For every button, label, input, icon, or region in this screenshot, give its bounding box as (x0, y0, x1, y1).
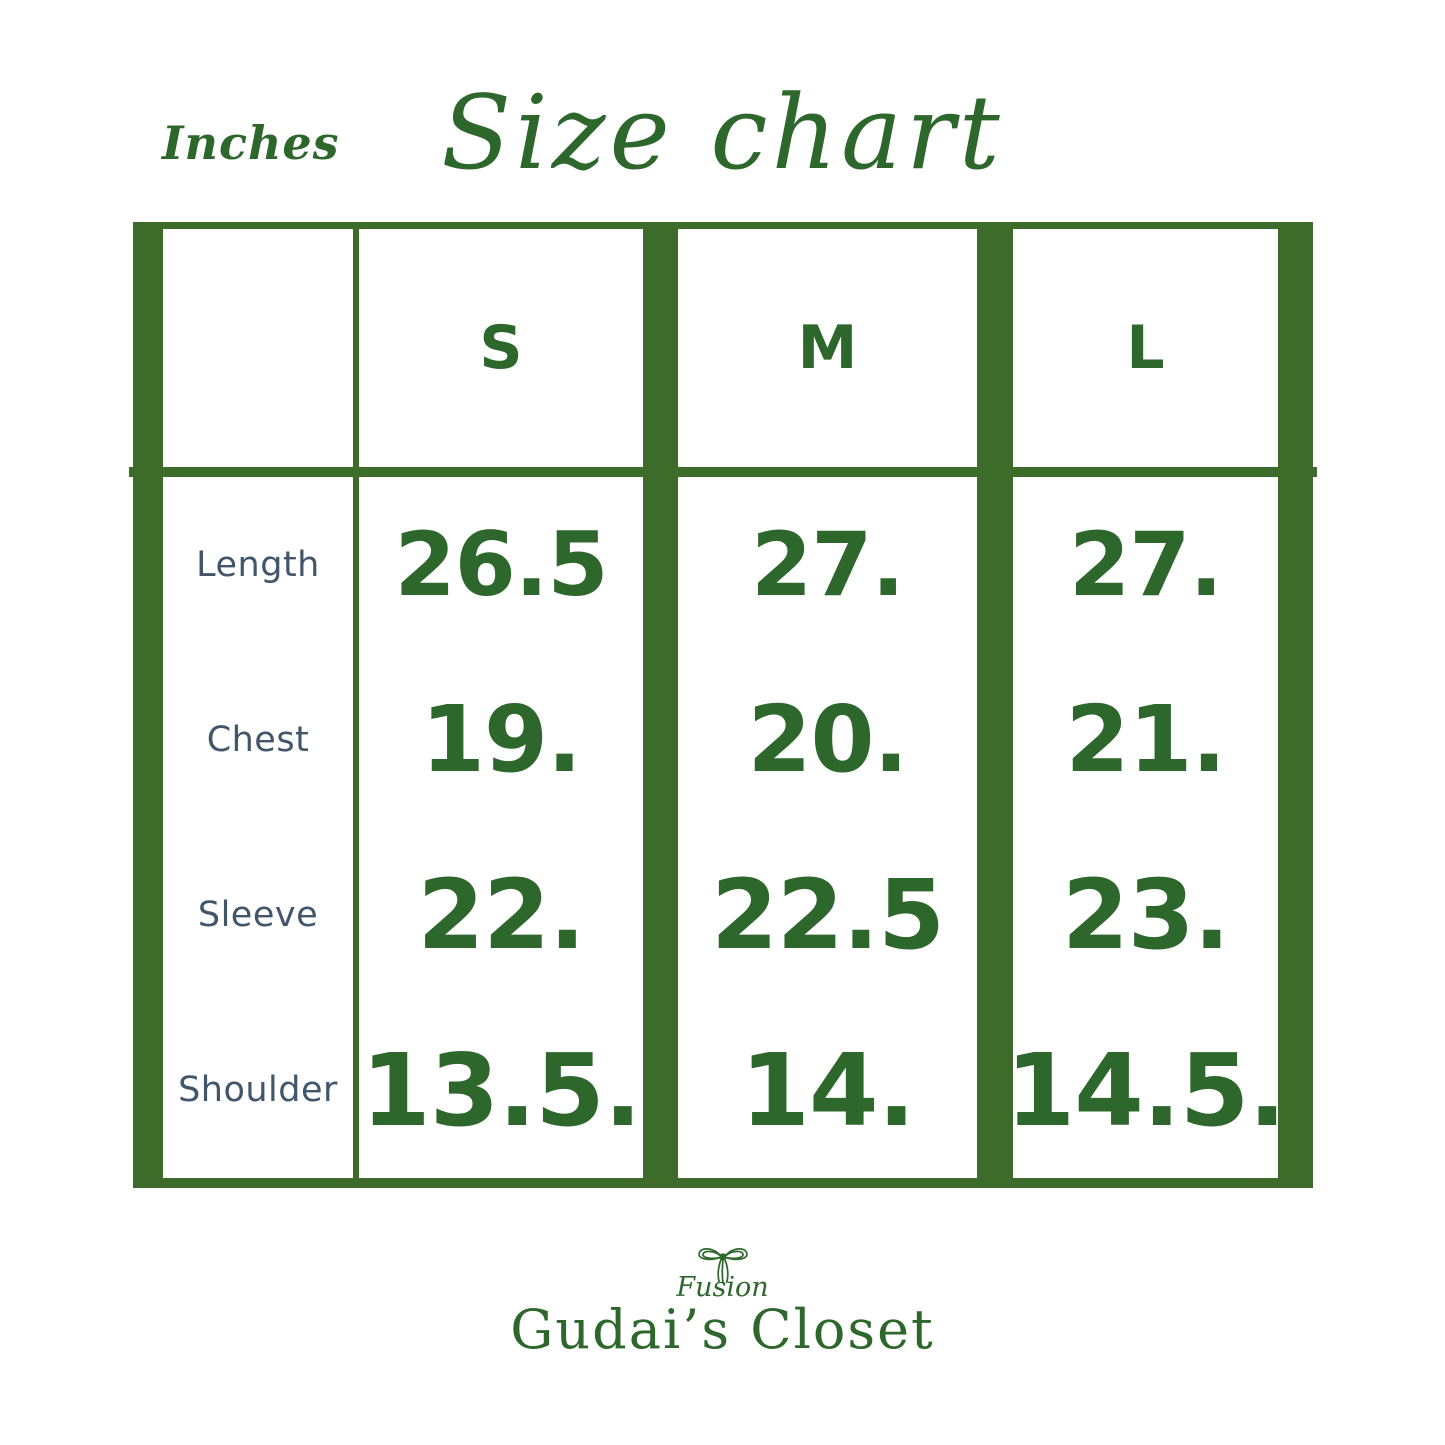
row-label-shoulder: Shoulder (178, 1070, 338, 1110)
row-label-length: Length (196, 544, 320, 585)
cell-length-m: 27. (751, 513, 905, 616)
cell-chest-s: 19. (421, 686, 582, 793)
cell-sleeve-s: 22. (417, 858, 585, 971)
cell-sleeve-l: 23. (1061, 858, 1230, 971)
table-right-border (1278, 222, 1313, 1188)
divider-s-m (643, 222, 678, 1188)
size-header-m: M (797, 313, 858, 383)
row-label-sleeve: Sleeve (197, 894, 319, 935)
table-top-border (133, 222, 1313, 229)
cell-sleeve-m: 22.5 (711, 858, 945, 971)
cell-chest-l: 21. (1065, 686, 1227, 793)
cell-shoulder-s: 13.5. (361, 1031, 642, 1149)
size-table: S M L Length 26.5 27. 27. Chest 19. 20. … (129, 222, 1317, 1188)
cell-shoulder-l: 14.5. (1005, 1031, 1287, 1149)
page-title: Size chart (441, 74, 1004, 193)
bow-ribbon-icon (697, 1248, 748, 1284)
label-column-divider (353, 222, 359, 1188)
cell-chest-m: 20. (747, 686, 909, 793)
row-label-chest: Chest (206, 719, 310, 760)
brand-name: Gudai’s Closet (510, 1298, 935, 1361)
table-left-border (133, 222, 163, 1188)
brand-script: Fusion (676, 1272, 769, 1303)
table-bottom-border (133, 1178, 1313, 1188)
cell-length-s: 26.5 (394, 513, 608, 616)
unit-label: Inches (162, 116, 340, 170)
brand-footer: Fusion Gudai’s Closet (0, 1244, 1445, 1357)
size-header-l: L (1126, 313, 1165, 383)
table-header-separator (129, 467, 1317, 477)
cell-shoulder-m: 14. (740, 1031, 915, 1149)
divider-m-l (977, 222, 1013, 1188)
size-header-s: S (479, 313, 523, 383)
cell-length-l: 27. (1069, 513, 1223, 616)
